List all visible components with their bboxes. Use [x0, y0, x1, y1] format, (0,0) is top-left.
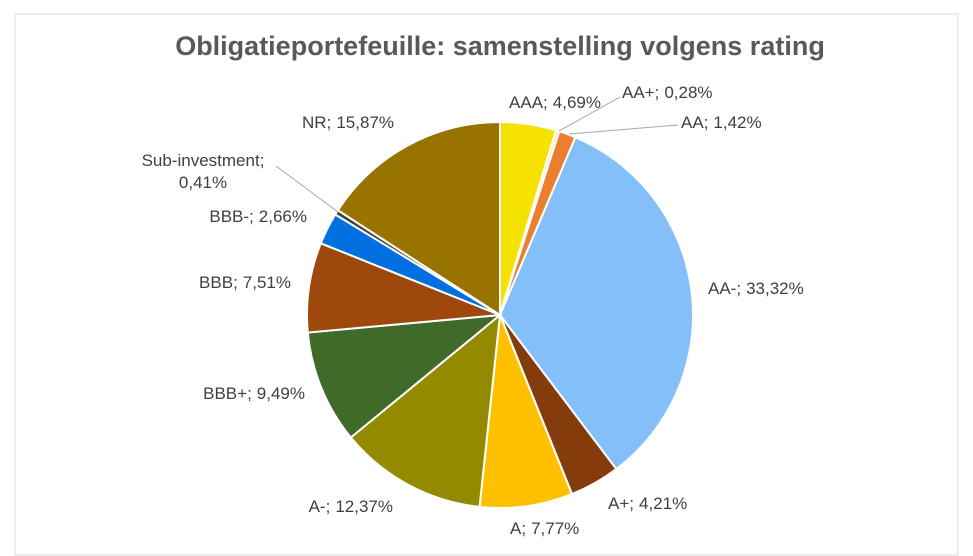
label-separator: ; — [736, 279, 741, 298]
label-separator: ; — [260, 151, 265, 170]
data-label: BBB-; 2,66% — [209, 207, 307, 226]
data-label: A+; 4,21% — [608, 494, 687, 513]
pie-slice — [498, 136, 694, 471]
data-label: NR; 15,87% — [302, 113, 394, 132]
data-label: BBB; 7,51% — [199, 273, 291, 292]
label-separator: ; — [655, 83, 660, 102]
label-value: 15,87% — [336, 113, 394, 132]
data-label: AA; 1,42% — [681, 113, 762, 132]
pie-slice — [349, 312, 502, 509]
data-label: A; 7,77% — [510, 519, 579, 538]
label-value: 4,69% — [553, 93, 601, 112]
label-separator: ; — [543, 93, 548, 112]
label-category: BBB — [199, 273, 233, 292]
label-value: 12,37% — [335, 497, 393, 516]
leader-line — [568, 124, 679, 135]
label-separator: ; — [326, 497, 331, 516]
label-value: 1,42% — [713, 113, 761, 132]
pie-slice — [478, 314, 574, 509]
chart-title: Obligatieportefeuille: samenstelling vol… — [175, 31, 825, 61]
label-category: AA+ — [622, 83, 655, 102]
label-value: 4,21% — [639, 494, 687, 513]
label-category: NR — [302, 113, 327, 132]
data-label: A-; 12,37% — [309, 497, 393, 516]
data-label: Sub-investment; 0,41% — [142, 151, 265, 192]
label-value: 0,28% — [664, 83, 712, 102]
label-value: 33,32% — [746, 279, 804, 298]
label-separator: ; — [247, 384, 252, 403]
label-category: Sub-investment — [142, 151, 260, 170]
label-category: A- — [309, 497, 326, 516]
pie-slice — [336, 120, 501, 317]
label-category: AAA — [509, 93, 544, 112]
label-separator: ; — [521, 519, 526, 538]
label-separator: ; — [704, 113, 709, 132]
label-value: 7,77% — [531, 519, 579, 538]
label-value: 9,49% — [257, 384, 305, 403]
label-category: AA- — [708, 279, 736, 298]
label-value: 0,41% — [179, 173, 227, 192]
label-value: 2,66% — [259, 207, 307, 226]
label-separator: ; — [249, 207, 254, 226]
label-separator: ; — [233, 273, 238, 292]
data-label: AA+; 0,28% — [622, 83, 713, 102]
leader-line — [558, 96, 621, 132]
leader-line — [275, 165, 339, 213]
data-label: BBB+; 9,49% — [203, 384, 305, 403]
label-separator: ; — [629, 494, 634, 513]
label-separator: ; — [327, 113, 332, 132]
label-category: BBB- — [209, 207, 249, 226]
label-category: BBB+ — [203, 384, 247, 403]
label-value: 7,51% — [243, 273, 291, 292]
label-category: A+ — [608, 494, 629, 513]
label-category: AA — [681, 113, 704, 132]
data-label: AA-; 33,32% — [708, 279, 804, 298]
label-category: A — [510, 519, 522, 538]
pie-slice — [306, 313, 504, 439]
data-label: AAA; 4,69% — [509, 93, 601, 112]
